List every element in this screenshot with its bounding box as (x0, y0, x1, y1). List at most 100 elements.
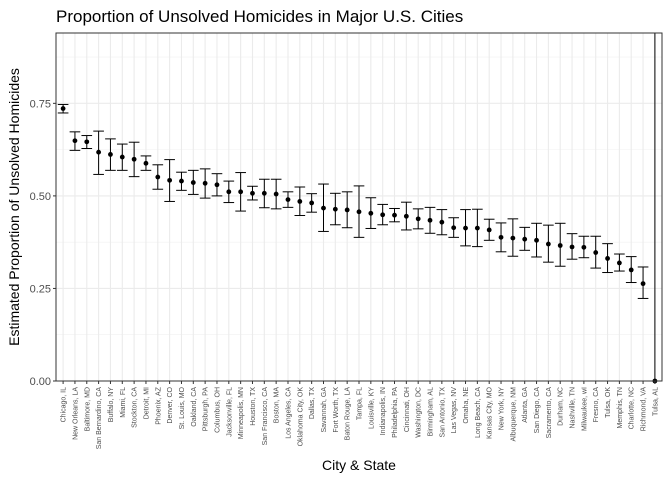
x-tick-label: Boston, MA (274, 387, 281, 424)
data-point (238, 189, 244, 195)
x-tick-label: Durham, NC (558, 387, 565, 426)
x-tick-label: Los Angeles, CA (285, 387, 292, 439)
x-tick-label: Stockton, CA (132, 387, 139, 428)
x-tick-label: Oklahoma City, OK (297, 387, 304, 447)
data-point (474, 225, 480, 231)
x-tick-label: Indianapolis, IN (380, 387, 387, 435)
x-tick-label: Dallas, TX (309, 387, 316, 419)
x-tick-label: Houston, TX (250, 387, 257, 426)
data-point (368, 210, 374, 216)
y-axis-ticks: 0.00 0.25 0.50 0.75 (30, 98, 56, 388)
y-tick-label: 0.25 (30, 283, 51, 295)
data-point (356, 209, 362, 215)
x-tick-label: Long Beach, CA (475, 387, 482, 438)
x-tick-label: San Francisco, CA (262, 387, 269, 446)
data-point (60, 106, 66, 111)
x-axis-title: City & State (322, 457, 396, 473)
x-tick-label: Memphis, TN (617, 387, 624, 429)
x-tick-label: Richmond, VA (641, 387, 648, 432)
x-tick-label: Albuquerque, NM (510, 387, 517, 442)
x-tick-label: Kansas City, MO (487, 386, 494, 439)
x-tick-label: St. Louis, MO (179, 386, 186, 429)
data-point (119, 154, 125, 160)
x-tick-label: Tulsa, OK (605, 387, 612, 418)
data-point (569, 244, 575, 250)
data-point (545, 241, 551, 247)
y-axis-title: Estimated Proportion of Unsolved Homicid… (6, 68, 22, 346)
data-point (285, 197, 291, 202)
data-point (463, 225, 468, 231)
x-tick-label: Phoenix, AZ (155, 386, 162, 424)
data-point (250, 190, 255, 196)
data-point (403, 213, 409, 219)
data-point (427, 217, 433, 223)
data-point (605, 256, 610, 261)
data-point (96, 149, 102, 155)
data-point (226, 189, 232, 195)
x-tick-label: Oakland, CA (191, 387, 198, 427)
x-tick-label: Fort Worth, TX (333, 387, 340, 433)
data-point (628, 267, 634, 273)
data-points (60, 106, 658, 384)
data-point (534, 237, 539, 243)
data-point (498, 234, 504, 240)
x-tick-label: Sacramento, CA (546, 387, 553, 439)
x-tick-label: Milwaukee, wI (581, 387, 588, 431)
x-tick-label: Omaha, NE (463, 387, 470, 424)
major-gridlines (56, 33, 662, 382)
y-tick-label: 0.75 (30, 98, 51, 110)
data-point (72, 138, 78, 144)
data-point (344, 207, 350, 213)
data-point (273, 191, 279, 197)
data-point (297, 199, 303, 204)
data-point (451, 225, 457, 231)
x-tick-label: Las Vegas, NV (451, 387, 458, 434)
x-tick-label: Columbus, OH (214, 387, 221, 433)
data-point (581, 244, 587, 250)
x-tick-label: Cincinnati, OH (404, 387, 411, 432)
x-tick-label: Charlotte, NC (629, 387, 636, 429)
x-tick-label: Baltimore, MD (84, 387, 91, 431)
data-point (616, 260, 622, 266)
data-point (439, 219, 445, 225)
data-point (510, 235, 516, 241)
x-tick-label: Birmingham, AL (428, 387, 435, 437)
data-point (522, 236, 528, 242)
x-tick-label: New Orleans, LA (72, 387, 79, 440)
x-tick-label: Savannah, GA (321, 387, 328, 433)
x-tick-label: Minneapolis, MN (238, 387, 245, 439)
data-point (593, 250, 599, 255)
data-point (332, 206, 338, 212)
x-tick-label: Tampa, FL (357, 387, 364, 420)
x-tick-label: Detroit, MI (143, 387, 150, 419)
data-point (190, 180, 196, 185)
data-point (557, 243, 563, 248)
x-tick-label: Louisville, KY (368, 387, 375, 429)
x-tick-label: Miami, FL (120, 387, 127, 418)
data-point (261, 190, 267, 196)
x-tick-label: San Diego, CA (534, 387, 541, 434)
y-tick-label: 0.50 (30, 191, 51, 203)
data-point (392, 212, 397, 218)
data-point (131, 156, 137, 162)
data-point (415, 216, 421, 222)
data-point (321, 205, 326, 211)
data-point (84, 139, 90, 145)
x-tick-label: Atlanta, GA (522, 387, 529, 423)
x-tick-label: Baton Rouge, LA (345, 387, 352, 441)
data-point (143, 160, 149, 166)
data-point (486, 227, 492, 233)
x-tick-label: Chicago, IL (61, 387, 68, 423)
x-tick-label: San Antonio, TX (439, 387, 446, 438)
x-tick-label: San Bernardino, CA (96, 387, 103, 450)
data-point (214, 182, 220, 188)
data-point (202, 180, 208, 186)
x-tick-label: Nashville, TN (570, 387, 577, 429)
x-axis-ticks: Chicago, IL New Orleans, LA Baltimore, MD S… (61, 381, 659, 450)
x-tick-label: Buffalo, NY (108, 387, 115, 423)
data-point (155, 174, 161, 180)
x-tick-label: Philadelphia, PA (392, 387, 399, 438)
x-tick-label: Denver, CO (167, 386, 174, 423)
y-tick-label: 0.00 (30, 376, 51, 388)
